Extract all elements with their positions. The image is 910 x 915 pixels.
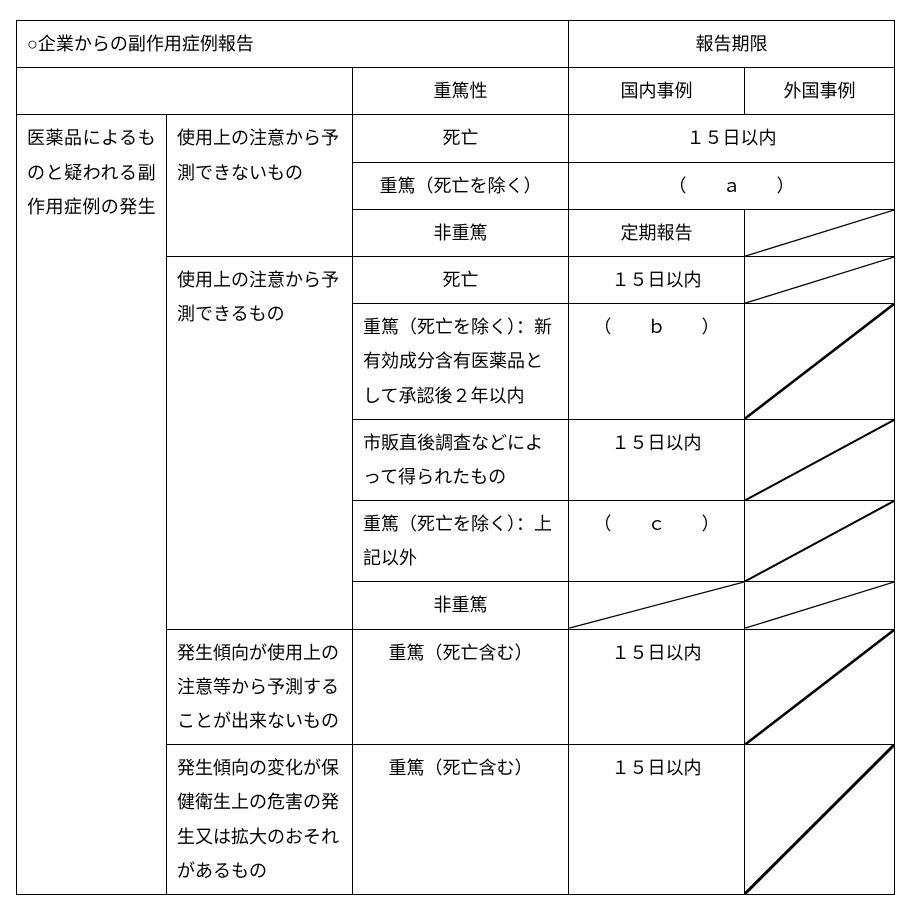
deadline-cell: １５日以内	[569, 419, 745, 500]
table-row: 重篤性 国内事例 外国事例	[17, 68, 895, 115]
severity-cell: 重篤（死亡を除く）	[353, 162, 569, 209]
deadline-cell: １５日以内	[569, 115, 895, 162]
deadline-cell: 定期報告	[569, 209, 745, 256]
diagonal-cell	[745, 745, 895, 895]
header-foreign: 外国事例	[745, 68, 895, 115]
deadline-cell: （ ｂ ）	[569, 304, 745, 420]
deadline-cell: １５日以内	[569, 629, 745, 745]
diagonal-cell	[745, 256, 895, 303]
severity-cell: 死亡	[353, 256, 569, 303]
diagonal-cell	[745, 582, 895, 629]
diagonal-cell	[745, 501, 895, 582]
severity-cell: 重篤（死亡を除く）：上記以外	[353, 501, 569, 582]
header-severity: 重篤性	[353, 68, 569, 115]
category-cell: 使用上の注意から予測できないもの	[167, 115, 353, 257]
table-row: ○企業からの副作用症例報告 報告期限	[17, 21, 895, 68]
severity-cell: 死亡	[353, 115, 569, 162]
category-cell: 発生傾向の変化が保健衛生上の危害の発生又は拡大のおそれがあるもの	[167, 745, 353, 895]
deadline-cell: １５日以内	[569, 256, 745, 303]
diagonal-cell	[569, 582, 745, 629]
severity-cell: 市販直後調査などによって得られたもの	[353, 419, 569, 500]
category-cell: 使用上の注意から予測できるもの	[167, 256, 353, 629]
category-cell: 発生傾向が使用上の注意等から予測することが出来ないもの	[167, 629, 353, 745]
severity-cell: 重篤（死亡を除く）：新有効成分含有医薬品として承認後２年以内	[353, 304, 569, 420]
severity-cell: 重篤（死亡含む）	[353, 629, 569, 745]
diagonal-cell	[745, 419, 895, 500]
header-blank	[17, 68, 353, 115]
diagonal-cell	[745, 304, 895, 420]
table-row: 医薬品によるものと疑われる副作用症例の発生 使用上の注意から予測できないもの 死…	[17, 115, 895, 162]
deadline-cell: １５日以内	[569, 745, 745, 895]
header-domestic: 国内事例	[569, 68, 745, 115]
left-label: 医薬品によるものと疑われる副作用症例の発生	[27, 121, 156, 224]
header-title-right: 報告期限	[569, 21, 895, 68]
left-label-cell: 医薬品によるものと疑われる副作用症例の発生	[17, 115, 167, 895]
adr-report-table: ○企業からの副作用症例報告 報告期限 重篤性 国内事例 外国事例 医薬品によるも…	[16, 20, 895, 895]
diagonal-cell	[745, 209, 895, 256]
severity-cell: 重篤（死亡含む）	[353, 745, 569, 895]
severity-cell: 非重篤	[353, 209, 569, 256]
deadline-cell: （ ｃ ）	[569, 501, 745, 582]
severity-cell: 非重篤	[353, 582, 569, 629]
diagonal-cell	[745, 629, 895, 745]
header-title-left: ○企業からの副作用症例報告	[17, 21, 569, 68]
deadline-cell: （ ａ ）	[569, 162, 895, 209]
